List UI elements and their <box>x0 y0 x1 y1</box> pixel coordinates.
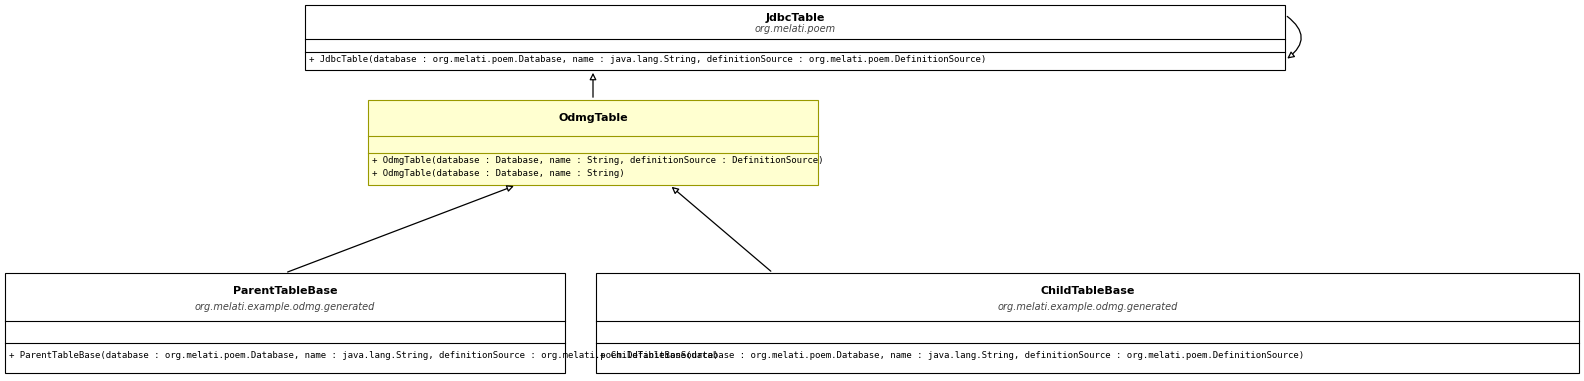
Text: ParentTableBase: ParentTableBase <box>233 286 337 296</box>
Text: org.melati.example.odmg.generated: org.melati.example.odmg.generated <box>195 302 375 312</box>
Text: + OdmgTable(database : Database, name : String, definitionSource : DefinitionSou: + OdmgTable(database : Database, name : … <box>372 156 824 165</box>
Text: org.melati.poem: org.melati.poem <box>754 24 836 34</box>
Text: + ChildTableBase(database : org.melati.poem.Database, name : java.lang.String, d: + ChildTableBase(database : org.melati.p… <box>600 351 1304 360</box>
Bar <box>367 100 817 185</box>
Text: + ParentTableBase(database : org.melati.poem.Database, name : java.lang.String, : + ParentTableBase(database : org.melati.… <box>10 351 719 360</box>
Text: + JdbcTable(database : org.melati.poem.Database, name : java.lang.String, defini: + JdbcTable(database : org.melati.poem.D… <box>309 54 987 64</box>
Text: OdmgTable: OdmgTable <box>558 113 627 123</box>
Text: org.melati.example.odmg.generated: org.melati.example.odmg.generated <box>998 302 1177 312</box>
FancyArrowPatch shape <box>1288 16 1300 58</box>
Text: ChildTableBase: ChildTableBase <box>1041 286 1134 296</box>
Text: + OdmgTable(database : Database, name : String): + OdmgTable(database : Database, name : … <box>372 169 624 178</box>
Bar <box>5 273 565 373</box>
Text: JdbcTable: JdbcTable <box>765 13 825 23</box>
Bar <box>306 5 1285 70</box>
Bar <box>596 273 1579 373</box>
